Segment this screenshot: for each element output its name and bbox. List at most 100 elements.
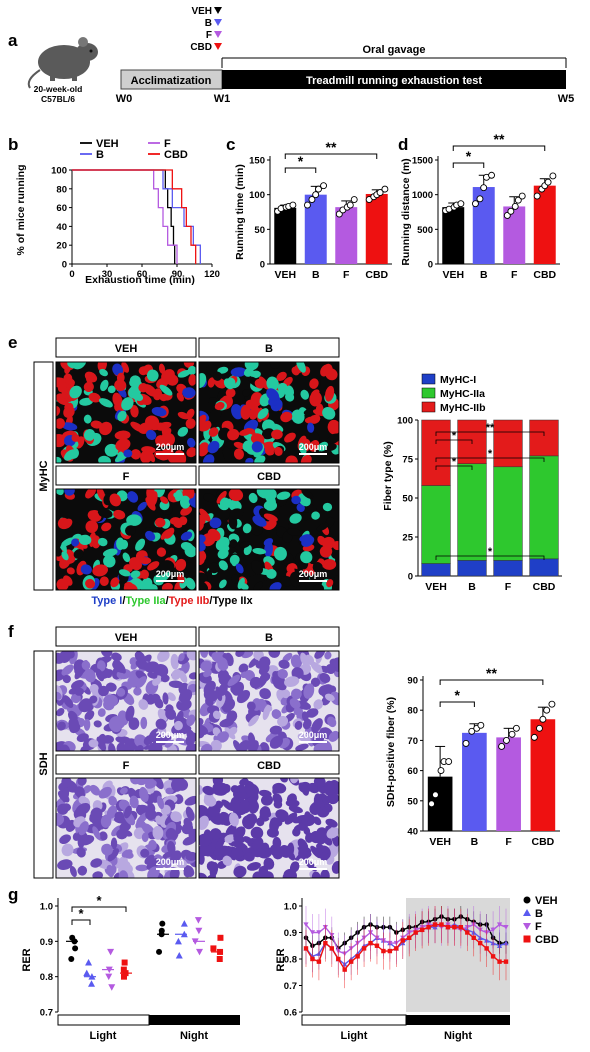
marker-cbd [316, 959, 322, 964]
fiber-cell [274, 680, 287, 691]
fiber-cell [98, 786, 112, 799]
fiber-cell [289, 571, 301, 588]
marker-veh [156, 948, 163, 955]
fiber-cell [245, 399, 259, 410]
stack-myhc-iib-veh [421, 419, 451, 486]
micrograph-border [198, 650, 340, 752]
fiber-cell [157, 708, 168, 722]
fiber-cell [216, 731, 229, 743]
micrograph-border [55, 488, 197, 591]
legend-label-cbd: CBD [164, 149, 188, 161]
fiber-cell [97, 660, 106, 672]
fiber-cell [269, 844, 284, 858]
fiber-cell [250, 433, 265, 445]
fiber-cell [74, 666, 85, 680]
data-point [508, 730, 516, 738]
fiber-cell [289, 513, 302, 524]
fiber-cell [272, 784, 281, 795]
fiber-cell [297, 733, 311, 743]
fiber-cell [249, 406, 260, 420]
panel-d-ylabel: Running distance (m) [400, 158, 412, 265]
fiber-cell [100, 379, 109, 392]
marker-cbd [348, 959, 354, 964]
image-title-box [198, 465, 340, 486]
fiber-cell [106, 864, 115, 878]
fiber-cell [56, 812, 65, 826]
fiber-cell [88, 392, 101, 403]
fiber-cell [317, 441, 329, 452]
fiber-cell [78, 698, 93, 713]
fiber-cell [76, 733, 89, 743]
fiber-cell [146, 584, 158, 590]
image-title-veh: VEH [115, 343, 138, 355]
fiber-cell [235, 651, 245, 657]
fiber-cell [275, 809, 289, 820]
rer-dot-plot: 0.7 0.8 0.9 1.0 Light Night * * [40, 893, 240, 1042]
fiber-cell [176, 859, 187, 869]
myhc-side-label: MyHC [38, 460, 50, 491]
fiber-cell [59, 834, 71, 844]
fiber-cell [264, 445, 275, 456]
fiber-cell [179, 689, 193, 704]
fiber-cell [254, 455, 266, 463]
fiber-cell [85, 578, 96, 589]
fiber-cell [61, 778, 72, 788]
fiber-cell [168, 680, 184, 689]
fiber-cell [154, 517, 166, 528]
image-title-b: B [265, 632, 273, 644]
data-point [457, 200, 465, 208]
data-point [543, 706, 551, 714]
fiber-cell [290, 654, 303, 669]
fiber-cell [217, 548, 229, 559]
fiber-cell [185, 806, 195, 821]
fiber-cell [240, 671, 249, 679]
fiber-cell [261, 672, 271, 681]
fiber-cell [158, 393, 168, 402]
micrograph-border [55, 361, 197, 464]
marker-cbd [445, 925, 451, 930]
fiber-cell [248, 492, 258, 504]
fiber-cell [263, 500, 278, 511]
y-tick-label: 0.7 [284, 981, 297, 992]
x-tick-label: CBD [533, 581, 556, 593]
fiber-cell [64, 489, 75, 496]
marker-b [85, 959, 93, 966]
fiber-cell [140, 848, 150, 858]
fiber-cell [118, 856, 128, 869]
fiber-cell [219, 811, 232, 826]
fiber-cell [208, 427, 219, 437]
fiber-cell [138, 366, 149, 376]
stack-myhc-i-f [493, 560, 523, 577]
marker-f [309, 930, 316, 936]
fiber-cell [98, 398, 113, 408]
fiber-cell [199, 785, 204, 795]
fiber-cell [239, 778, 249, 786]
fiber-cell [257, 408, 269, 420]
fiber-cell [85, 520, 99, 533]
micrograph-f [56, 489, 196, 590]
data-point [514, 196, 522, 204]
fiber-cell [199, 534, 206, 545]
marker-cbd [452, 925, 457, 930]
fiber-cell [251, 560, 264, 575]
data-point [476, 195, 484, 203]
fiber-cell [144, 661, 160, 673]
fiber-cell [307, 422, 315, 433]
fiber-cell [156, 547, 167, 557]
caption-type-iia: Type IIa [125, 595, 166, 607]
fiber-cell [320, 364, 330, 377]
fiber-cell [289, 861, 300, 873]
marker-b [83, 969, 91, 977]
fiber-cell [229, 554, 240, 565]
image-title-cbd: CBD [257, 471, 281, 483]
scale-bar-label: 200μm [156, 730, 185, 740]
survival-curve-veh [72, 169, 176, 264]
fiber-cell [187, 437, 196, 448]
marker-cbd [458, 925, 464, 930]
fiber-cell [177, 370, 191, 378]
sig-label: * [488, 448, 493, 460]
panel-label-a: a [8, 31, 18, 50]
fiber-cell [304, 416, 319, 424]
fiber-cell [88, 739, 99, 748]
fiber-cell [199, 523, 204, 532]
